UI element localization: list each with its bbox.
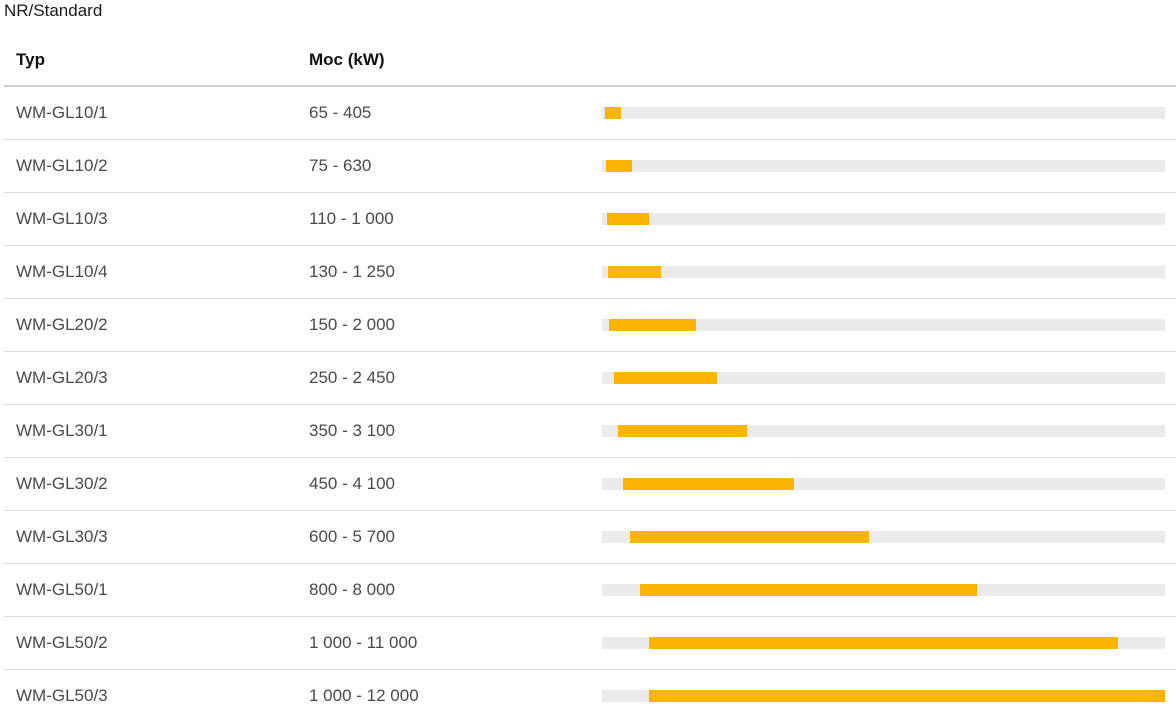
table-row: WM-GL20/3 250 - 2 450 [4,352,1176,405]
table-row: WM-GL10/3 110 - 1 000 [4,193,1176,246]
table-header: Typ Moc (kW) [4,33,1176,87]
power-range-bar [605,107,621,119]
power-range-track [602,531,1165,543]
cell-typ: WM-GL50/1 [16,580,108,599]
cell-typ: WM-GL10/2 [16,156,108,175]
power-range-track [602,584,1165,596]
cell-moc: 450 - 4 100 [309,474,396,493]
cell-moc: 800 - 8 000 [309,580,396,599]
table-row: WM-GL30/1 350 - 3 100 [4,405,1176,458]
cell-moc: 1 000 - 11 000 [309,633,418,652]
power-range-bar [605,160,632,172]
cell-typ: WM-GL10/1 [16,103,108,122]
cell-moc: 130 - 1 250 [309,262,396,281]
power-range-track [602,478,1165,490]
power-range-bar [648,637,1119,649]
table-row: WM-GL10/2 75 - 630 [4,140,1176,193]
table-row: WM-GL50/3 1 000 - 12 000 [4,670,1176,722]
cell-typ: WM-GL50/2 [16,633,108,652]
cell-typ: WM-GL30/1 [16,421,108,440]
cell-moc: 600 - 5 700 [309,527,396,546]
power-range-track [602,160,1165,172]
power-range-bar [609,319,696,331]
table-row: WM-GL20/2 150 - 2 000 [4,299,1176,352]
cell-typ: WM-GL20/2 [16,315,108,334]
power-range-track [602,319,1165,331]
table-row: WM-GL10/1 65 - 405 [4,87,1176,140]
cell-typ: WM-GL30/3 [16,527,108,546]
table-body: WM-GL10/1 65 - 405 WM-GL10/2 75 - 630 WM-GL1… [4,87,1176,722]
power-range-bar [648,690,1165,702]
header-typ: Typ [16,50,45,69]
table-row: WM-GL30/2 450 - 4 100 [4,458,1176,511]
cell-typ: WM-GL30/2 [16,474,108,493]
cell-typ: WM-GL10/3 [16,209,108,228]
power-table: Typ Moc (kW) WM-GL10/1 65 - 405 WM-GL10/2 7… [4,33,1176,722]
power-range-track [602,213,1165,225]
power-range-bar [607,213,649,225]
section-title: NR/Standard [4,1,103,20]
cell-moc: 1 000 - 12 000 [309,686,419,705]
power-range-track [602,107,1165,119]
cell-moc: 110 - 1 000 [309,209,394,228]
power-range-bar [608,266,661,278]
power-range-track [602,637,1165,649]
table-row: WM-GL50/2 1 000 - 11 000 [4,617,1176,670]
table-row: WM-GL30/3 600 - 5 700 [4,511,1176,564]
table-row: WM-GL10/4 130 - 1 250 [4,246,1176,299]
power-range-bar [618,425,748,437]
cell-moc: 65 - 405 [309,103,372,122]
power-range-bar [630,531,870,543]
cell-moc: 250 - 2 450 [309,368,396,387]
power-range-track [602,372,1165,384]
cell-moc: 350 - 3 100 [309,421,396,440]
power-range-bar [639,584,978,596]
header-moc: Moc (kW) [309,50,385,69]
power-range-track [602,425,1165,437]
cell-typ: WM-GL20/3 [16,368,108,387]
cell-typ: WM-GL50/3 [16,686,108,705]
power-range-track [602,690,1165,702]
table-row: WM-GL50/1 800 - 8 000 [4,564,1176,617]
power-range-bar [623,478,795,490]
power-range-track [602,266,1165,278]
cell-typ: WM-GL10/4 [16,262,108,281]
cell-moc: 75 - 630 [309,156,372,175]
power-range-bar [613,372,717,384]
cell-moc: 150 - 2 000 [309,315,396,334]
